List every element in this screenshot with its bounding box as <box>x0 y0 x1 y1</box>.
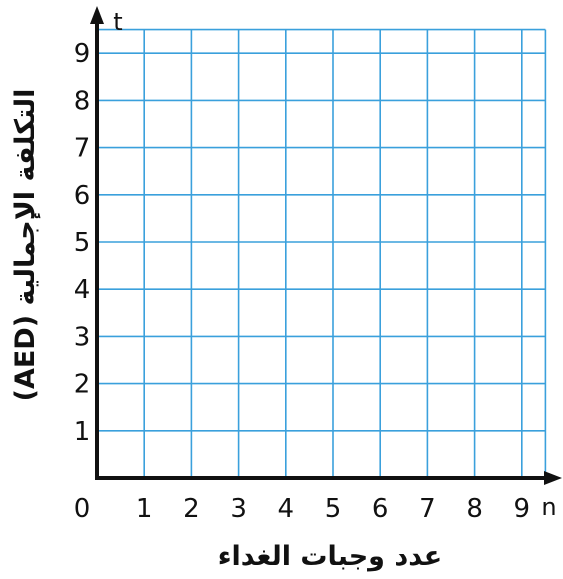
x-axis-title: عدد وجبات الغداء <box>218 541 443 572</box>
x-tick-label: 5 <box>325 494 342 524</box>
x-tick-label: 9 <box>514 494 531 524</box>
y-tick-label: 3 <box>74 322 91 352</box>
x-tick-label: 1 <box>136 494 153 524</box>
y-tick-label: 7 <box>74 134 91 164</box>
x-tick-label: 6 <box>372 494 389 524</box>
y-axis-arrowhead <box>90 6 104 24</box>
y-axis-title: التكلفة الإجمالية (AED) <box>10 89 41 402</box>
y-tick-label: 4 <box>74 275 91 305</box>
x-tick-label: 4 <box>278 494 295 524</box>
y-tick-label: 8 <box>74 86 91 116</box>
x-tick-label: 8 <box>466 494 483 524</box>
x-axis-arrowhead <box>544 471 562 485</box>
x-variable-label: n <box>541 493 556 521</box>
x-tick-label: 2 <box>183 494 200 524</box>
y-tick-labels: 1 2 3 4 5 6 7 8 9 <box>74 39 91 447</box>
x-tick-label: 7 <box>419 494 436 524</box>
grid-lines <box>97 28 547 478</box>
y-tick-label: 9 <box>74 39 91 69</box>
axes <box>90 6 562 485</box>
y-variable-label: t <box>113 8 122 36</box>
y-tick-label: 1 <box>74 417 91 447</box>
origin-label: 0 <box>74 494 91 524</box>
y-tick-label: 6 <box>74 181 91 211</box>
y-tick-label: 5 <box>74 228 91 258</box>
x-tick-label: 3 <box>230 494 247 524</box>
y-tick-label: 2 <box>74 370 91 400</box>
